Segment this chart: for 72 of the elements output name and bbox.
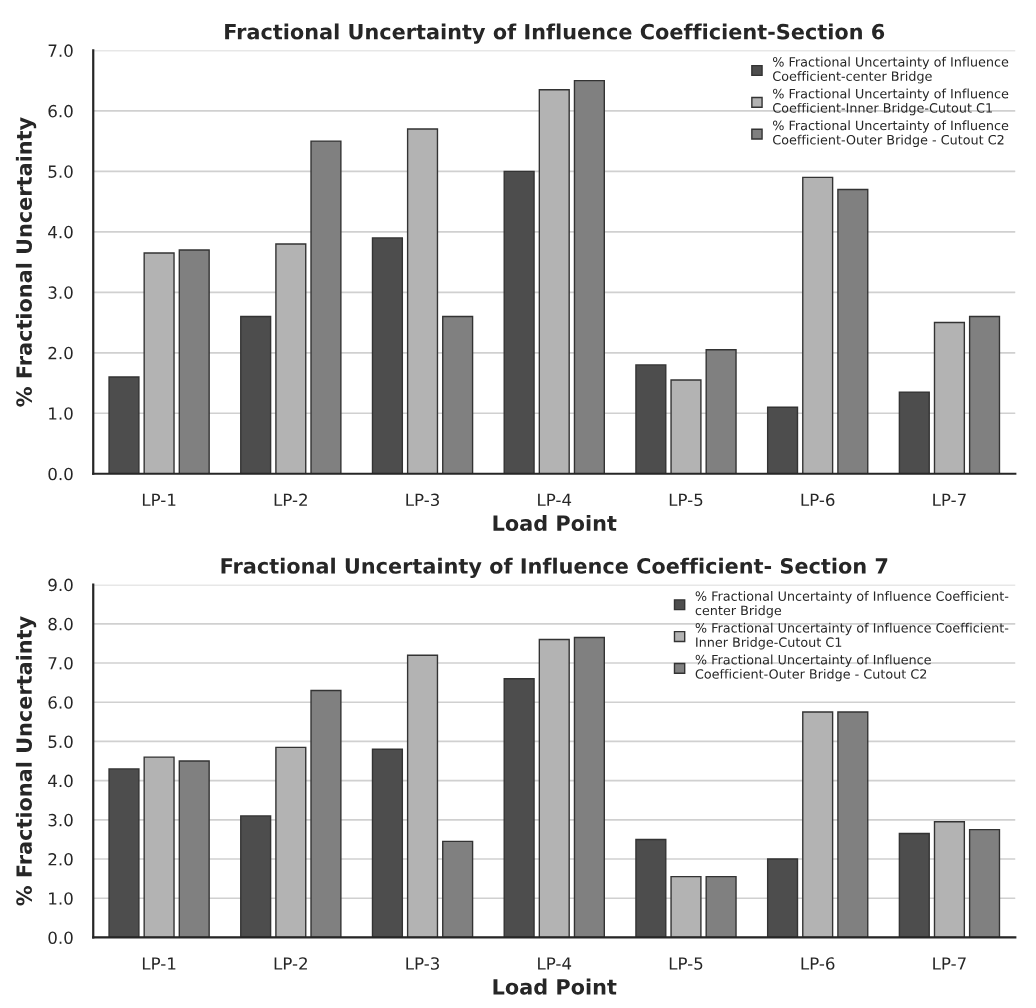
bar	[371, 748, 404, 938]
x-tick-label: LP-1	[142, 957, 176, 970]
y-tick-label: 3.0	[48, 813, 73, 827]
y-axis-title: % Fractional Uncertainty	[15, 616, 37, 906]
y-tick-label: 9.0	[48, 578, 73, 592]
x-tick-label: LP-4	[538, 493, 572, 506]
bar	[406, 654, 439, 938]
chart-title: Fractional Uncertainty of Influence Coefficient- Section 7	[221, 557, 888, 579]
x-tick-label: LP-3	[406, 493, 439, 507]
y-tick-label: 6.0	[48, 696, 73, 709]
x-tick-label: LP-6	[801, 957, 835, 970]
x-tick-label: LP-7	[933, 957, 966, 970]
bar	[178, 760, 210, 938]
bar	[275, 243, 307, 474]
bar	[310, 689, 342, 938]
bar	[442, 315, 474, 474]
bar	[635, 838, 667, 938]
x-tick-label: LP-5	[669, 493, 703, 507]
y-tick-label: 6.0	[48, 104, 73, 118]
bar	[573, 636, 606, 938]
bar	[635, 364, 667, 474]
bar	[898, 832, 930, 938]
bar	[406, 128, 439, 474]
x-tick-label: LP-2	[274, 493, 307, 506]
x-tick-label: LP-7	[933, 493, 966, 506]
bar	[933, 321, 966, 474]
x-tick-label: LP-2	[274, 957, 307, 970]
bar	[837, 188, 869, 474]
y-tick-label: 4.0	[48, 774, 73, 788]
bar	[442, 840, 474, 938]
y-tick-label: 0.0	[48, 931, 73, 945]
y-tick-label: 2.0	[48, 346, 73, 360]
y-tick-label: 3.0	[48, 286, 73, 299]
bar	[178, 249, 210, 474]
bar	[503, 170, 535, 474]
bar	[371, 237, 404, 474]
bar	[538, 638, 570, 938]
x-tick-label: LP-6	[801, 493, 835, 507]
y-tick-label: 1.0	[49, 892, 73, 905]
y-tick-label: 8.0	[48, 617, 73, 631]
bar	[968, 315, 1001, 474]
bar	[240, 315, 272, 474]
bar	[766, 858, 799, 938]
x-axis-title: Load Point	[493, 514, 617, 532]
y-tick-label: 7.0	[48, 44, 73, 57]
x-tick-label: LP-4	[538, 957, 572, 970]
bar	[802, 711, 834, 938]
bar	[538, 89, 570, 474]
y-tick-label: 4.0	[48, 225, 73, 239]
chart-title: Fractional Uncertainty of Influence Coefficient-Section 6	[225, 23, 885, 44]
bar	[898, 391, 930, 474]
y-tick-label: 1.0	[49, 407, 73, 420]
bar	[503, 678, 535, 938]
bar	[968, 828, 1001, 938]
x-tick-label: LP-3	[406, 957, 439, 970]
bar	[802, 176, 834, 474]
x-axis-title: Load Point	[493, 978, 617, 995]
x-tick-label: LP-1	[142, 493, 176, 506]
bar	[573, 79, 606, 474]
y-axis-title: % Fractional Uncertainty	[15, 117, 37, 407]
bar	[275, 746, 307, 938]
bar	[240, 815, 272, 938]
bar	[766, 406, 799, 474]
x-tick-label: LP-5	[669, 957, 703, 970]
bar	[933, 821, 966, 938]
y-tick-label: 5.0	[48, 735, 73, 749]
y-tick-label: 2.0	[48, 853, 73, 866]
bar	[837, 711, 869, 938]
y-tick-label: 0.0	[48, 467, 73, 481]
bar	[310, 140, 342, 474]
y-tick-label: 5.0	[48, 165, 73, 178]
y-tick-label: 7.0	[48, 657, 73, 670]
